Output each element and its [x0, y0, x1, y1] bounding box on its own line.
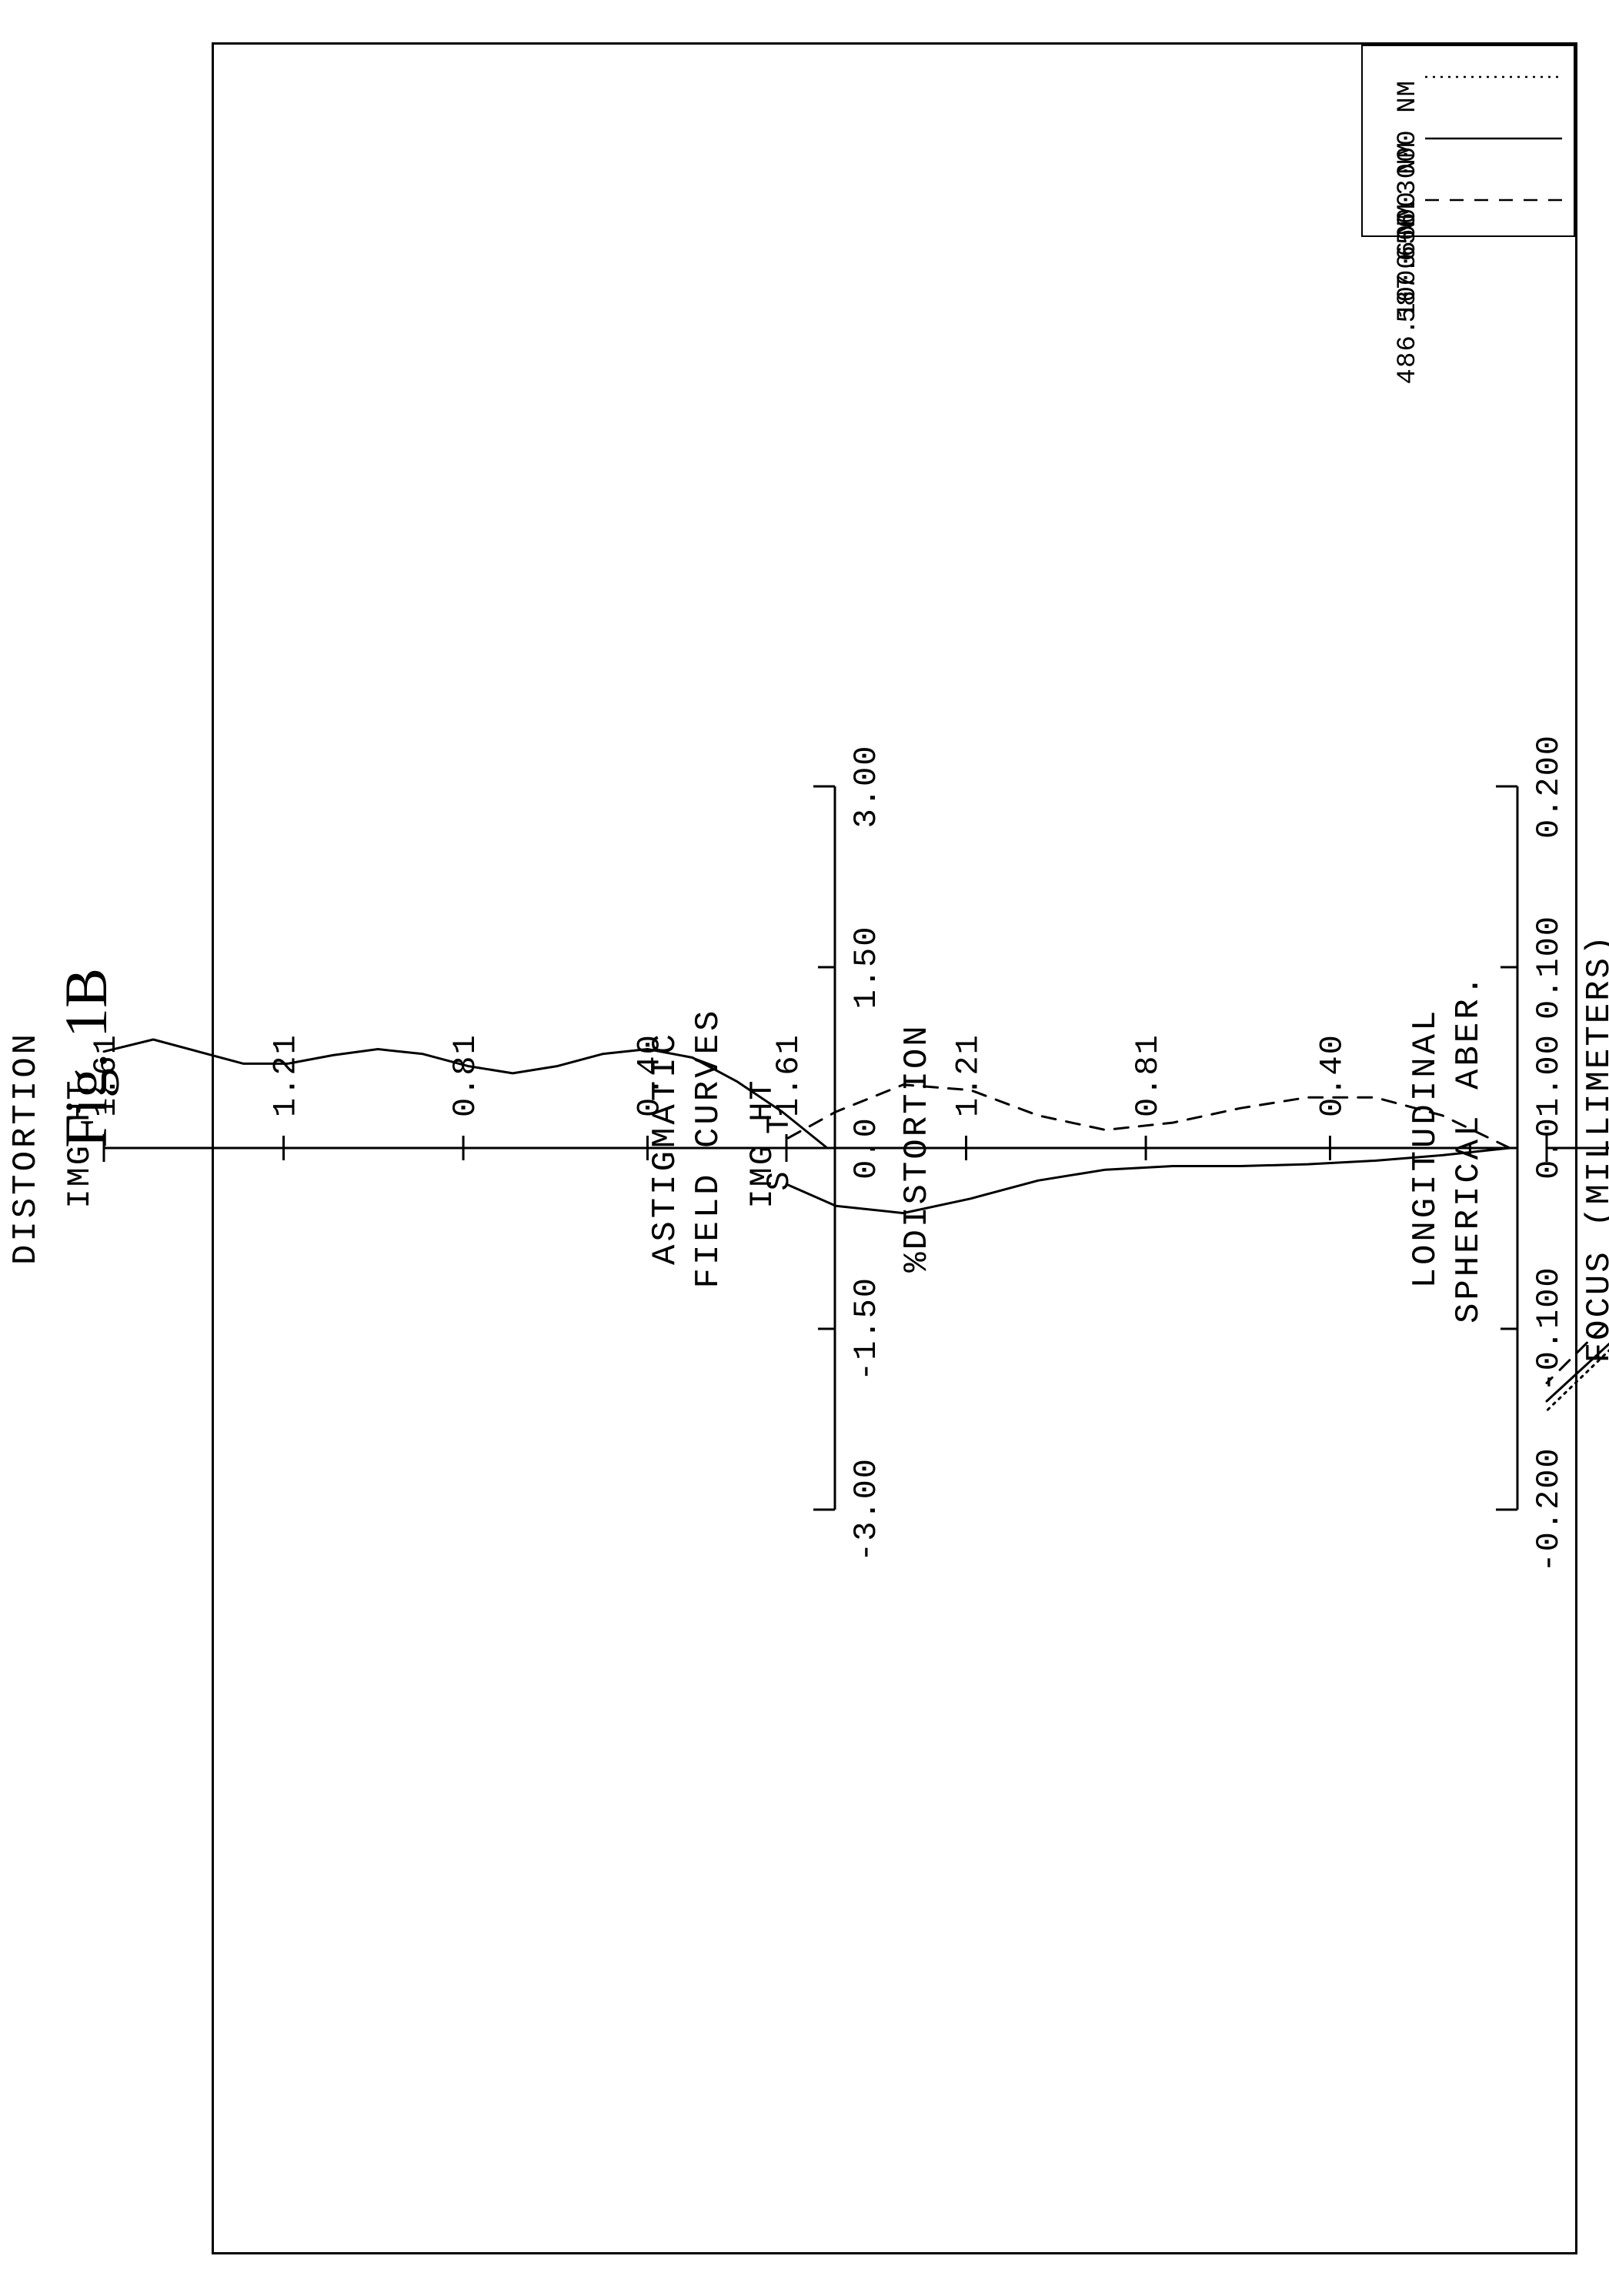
svg-text:0.81: 0.81	[1130, 1033, 1167, 1117]
svg-text:IMG HT: IMG HT	[62, 1078, 98, 1208]
svg-text:%DISTORTION: %DISTORTION	[898, 1023, 936, 1272]
svg-text:0.0: 0.0	[848, 1116, 885, 1180]
svg-text:FOCUS (MILLIMETERS): FOCUS (MILLIMETERS)	[1581, 933, 1609, 1363]
svg-text:1.50: 1.50	[848, 926, 885, 1010]
svg-text:-0.100: -0.100	[1531, 1266, 1567, 1391]
svg-text:3.00: 3.00	[848, 745, 885, 829]
svg-text:-0.200: -0.200	[1531, 1447, 1567, 1572]
charts-svg: 656.3000 NM587.6000 NM486.1000 NM -0.030-…	[0, 0, 1609, 2296]
svg-text:DISTORTION: DISTORTION	[7, 1031, 45, 1265]
legend-contents: 656.3000 NM587.6000 NM486.1000 NM	[1394, 77, 1562, 384]
svg-text:T: T	[761, 1113, 798, 1134]
svg-text:0.200: 0.200	[1531, 734, 1567, 839]
panel-spherical: -0.030-0.0150.00.0150.030FOCUS (MILLIMET…	[1407, 734, 1609, 1573]
svg-text:-3.00: -3.00	[848, 1457, 885, 1562]
svg-text:0.40: 0.40	[1314, 1033, 1350, 1117]
svg-text:1.00: 1.00	[1531, 1033, 1567, 1117]
svg-text:0.0: 0.0	[1531, 1116, 1567, 1180]
svg-text:-1.50: -1.50	[848, 1276, 885, 1381]
panel-distortion: -3.00 -1.50 0.0 1.50 3.00 %DISTORTION 0.40 0.81…	[7, 745, 936, 1562]
svg-text:1.21: 1.21	[950, 1033, 987, 1117]
panel-astigmatic: -0.200 -0.100 0.0 0.100 0.200 FOCUS (MILLIMET…	[646, 734, 1609, 1573]
svg-text:486.1000 NM: 486.1000 NM	[1394, 203, 1423, 384]
svg-text:0.100: 0.100	[1531, 915, 1567, 1020]
svg-text:1.21: 1.21	[268, 1033, 305, 1117]
svg-text:0.81: 0.81	[447, 1033, 484, 1117]
svg-text:0.40: 0.40	[631, 1033, 668, 1117]
